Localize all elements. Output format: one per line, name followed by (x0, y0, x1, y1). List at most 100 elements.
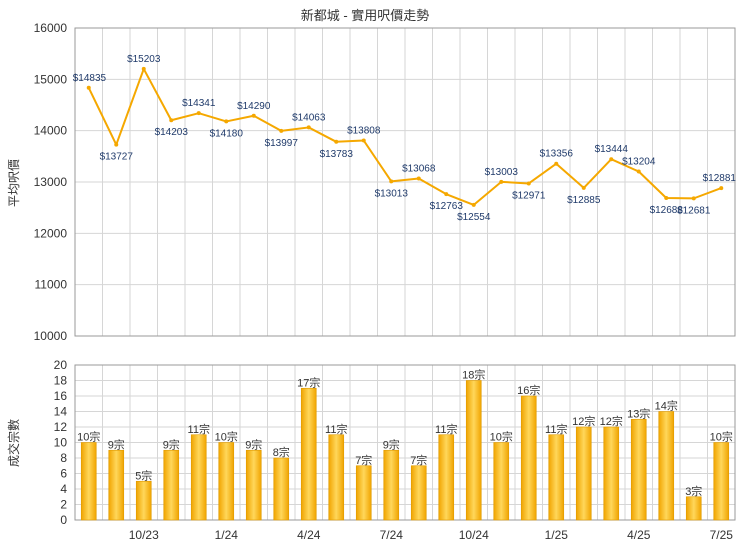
price-data-label: $12881 (703, 173, 737, 184)
bar-y-tick-label: 2 (60, 498, 67, 512)
price-point (114, 142, 119, 147)
price-point (279, 128, 284, 133)
price-data-label: $13727 (100, 152, 134, 163)
price-point (719, 186, 724, 191)
bar-y-tick-label: 0 (60, 513, 67, 527)
transaction-bar (713, 442, 730, 521)
transaction-bar (603, 426, 620, 521)
price-point (636, 169, 641, 174)
price-data-label: $13068 (402, 164, 436, 175)
x-tick-label: 10/23 (129, 528, 159, 542)
price-data-label: $13356 (540, 149, 574, 160)
transaction-data-label: 9宗 (383, 437, 400, 451)
bar-y-tick-label: 12 (54, 420, 68, 434)
transaction-data-label: 11宗 (325, 422, 347, 436)
price-point (251, 113, 256, 118)
price-point (141, 66, 146, 71)
price-point (444, 192, 449, 197)
transaction-bar (383, 449, 400, 521)
price-data-label: $14835 (73, 73, 107, 84)
line-y-tick-label: 16000 (34, 21, 68, 35)
transaction-data-label: 11宗 (188, 422, 210, 436)
price-line (87, 67, 722, 206)
transaction-data-label: 12宗 (600, 414, 623, 428)
price-point (471, 202, 476, 207)
line-y-tick-label: 11000 (35, 278, 68, 292)
price-point (86, 85, 91, 90)
price-data-label: $12763 (430, 201, 464, 212)
transaction-data-label: 10宗 (490, 430, 513, 444)
price-data-label: $15203 (127, 54, 161, 65)
transaction-bar (520, 395, 537, 521)
transaction-bar (685, 496, 702, 521)
transaction-bar (630, 418, 647, 521)
price-data-label: $14341 (182, 98, 216, 109)
transaction-data-label: 16宗 (517, 383, 540, 397)
transaction-data-label: 12宗 (572, 414, 595, 428)
price-data-label: $13204 (622, 157, 656, 168)
transaction-data-label: 13宗 (627, 406, 650, 420)
price-point (361, 138, 366, 143)
bar-y-tick-label: 18 (54, 374, 68, 388)
line-y-tick-label: 15000 (34, 72, 68, 86)
line-y-axis-label: 平均呎價 (7, 159, 21, 207)
transaction-bar (300, 387, 317, 521)
transaction-bar (548, 434, 565, 521)
price-point (306, 125, 311, 130)
transaction-data-label: 8宗 (273, 445, 290, 459)
transaction-data-label: 10宗 (215, 430, 238, 444)
price-point (664, 196, 669, 201)
transaction-data-label: 9宗 (163, 437, 180, 451)
x-tick-label: 7/24 (380, 528, 404, 542)
transaction-bar (245, 449, 262, 521)
line-y-tick-label: 10000 (34, 329, 68, 343)
price-data-label: $13003 (485, 167, 519, 178)
price-point (416, 176, 421, 181)
price-data-label: $14203 (155, 127, 189, 138)
price-point (609, 157, 614, 162)
x-tick-label: 4/24 (297, 528, 321, 542)
transaction-bar (135, 480, 152, 521)
price-data-label: $14290 (237, 101, 271, 112)
price-point (334, 139, 339, 144)
bar-y-tick-label: 14 (54, 405, 68, 419)
transaction-bar (80, 442, 97, 521)
transaction-data-label: 7宗 (355, 453, 372, 467)
x-tick-label: 10/24 (459, 528, 489, 542)
price-data-label: $12554 (457, 212, 491, 223)
bar-y-axis-label: 成交宗數 (6, 419, 21, 467)
price-point (196, 111, 201, 116)
transaction-bar (108, 449, 125, 521)
transaction-data-label: 14宗 (655, 399, 678, 413)
line-plot-frame (74, 27, 736, 337)
transaction-bar (163, 449, 180, 521)
transaction-bar (575, 426, 592, 521)
bar-y-tick-label: 10 (54, 436, 68, 450)
price-data-label: $12971 (512, 190, 546, 201)
transaction-data-label: 18宗 (462, 368, 485, 382)
transaction-bar (355, 465, 372, 521)
transaction-data-label: 17宗 (297, 375, 320, 389)
price-point (526, 181, 531, 186)
transaction-bar (190, 434, 207, 521)
price-data-label: $13783 (320, 149, 354, 160)
price-data-label: $13997 (265, 138, 299, 149)
price-point (554, 161, 559, 166)
x-tick-label: 4/25 (627, 528, 651, 542)
transaction-bar (658, 411, 675, 521)
price-data-label: $13444 (595, 144, 629, 155)
transaction-data-label: 7宗 (410, 453, 427, 467)
transaction-bar (438, 434, 455, 521)
line-y-tick-label: 14000 (34, 124, 68, 138)
transaction-bar (493, 442, 510, 521)
price-data-label: $14063 (292, 112, 326, 123)
transaction-data-label: 10宗 (710, 430, 733, 444)
x-tick-label: 1/25 (545, 528, 569, 542)
transaction-data-label: 11宗 (545, 422, 567, 436)
transaction-bar (273, 457, 290, 521)
price-point (389, 179, 394, 184)
transaction-bar (218, 442, 235, 521)
x-tick-label: 7/25 (710, 528, 734, 542)
